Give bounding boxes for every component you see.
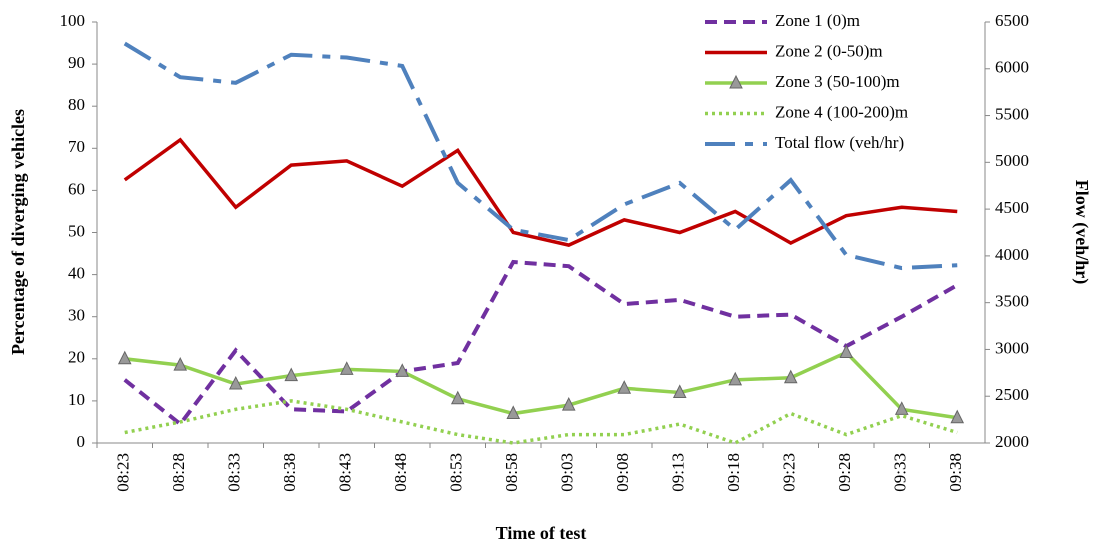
- y-tick-label: 10: [68, 390, 85, 409]
- point-marker: [950, 409, 965, 424]
- y-tick-label: 60: [68, 179, 85, 198]
- x-tick-label: 08:33: [225, 453, 244, 492]
- x-tick-label: 08:58: [502, 453, 521, 492]
- y2-axis-title: Flow (veh/hr): [1071, 180, 1092, 284]
- y-tick-label: 100: [60, 11, 86, 30]
- y2-tick-label: 4500: [995, 198, 1029, 217]
- x-tick-label: 09:33: [891, 453, 910, 492]
- y-tick-label: 90: [68, 53, 85, 72]
- y-axis-title: Percentage of diverging vehicles: [8, 109, 28, 355]
- x-tick-label: 09:18: [724, 453, 743, 492]
- point-marker: [117, 350, 132, 365]
- y2-tick-label: 2000: [995, 432, 1029, 451]
- x-tick-label: 09:23: [780, 453, 799, 492]
- series-line: [123, 41, 958, 271]
- y2-tick-label: 2500: [995, 385, 1029, 404]
- point-marker: [284, 367, 299, 382]
- point-marker: [617, 380, 632, 394]
- point-marker: [506, 405, 521, 420]
- series-line: [123, 137, 958, 247]
- y-tick-label: 40: [68, 264, 85, 283]
- y2-tick-label: 6500: [995, 11, 1029, 30]
- point-marker: [839, 344, 854, 358]
- x-tick-label: 08:48: [391, 453, 410, 492]
- x-tick-label: 09:13: [669, 453, 688, 492]
- point-marker: [894, 401, 909, 415]
- y-tick-label: 30: [68, 306, 85, 325]
- point-marker: [672, 384, 687, 398]
- y2-tick-label: 4000: [995, 245, 1029, 264]
- y-tick-label: 50: [68, 221, 85, 240]
- y-tick-label: 0: [77, 432, 86, 451]
- legend-label: Total flow (veh/hr): [775, 133, 904, 152]
- y2-tick-label: 3000: [995, 338, 1029, 357]
- y2-tick-label: 5500: [995, 104, 1029, 123]
- y-tick-label: 70: [68, 137, 85, 156]
- series-line: [123, 259, 959, 427]
- legend-label: Zone 1 (0)m: [775, 11, 860, 30]
- point-marker: [728, 371, 743, 386]
- point-marker: [783, 369, 798, 384]
- point-marker: [339, 361, 354, 375]
- point-marker: [561, 396, 576, 411]
- y2-tick-label: 6000: [995, 58, 1029, 77]
- x-tick-label: 09:03: [558, 453, 577, 492]
- series-line: [124, 350, 958, 420]
- legend-label: Zone 2 (0-50)m: [775, 41, 883, 60]
- x-tick-label: 09:38: [946, 453, 965, 492]
- legend-label: Zone 3 (50-100)m: [775, 72, 900, 91]
- x-tick-label: 08:23: [114, 453, 133, 492]
- x-tick-label: 08:28: [169, 453, 188, 492]
- series-line: [124, 399, 958, 445]
- point-marker: [173, 356, 188, 371]
- y-tick-label: 80: [68, 95, 85, 114]
- y2-tick-label: 5000: [995, 151, 1029, 170]
- legend-marker: [729, 74, 743, 89]
- point-marker: [450, 390, 465, 405]
- y-tick-label: 20: [68, 348, 85, 367]
- legend-label: Zone 4 (100-200)m: [775, 102, 908, 121]
- x-axis-title: Time of test: [496, 523, 587, 543]
- point-marker: [228, 375, 243, 390]
- y2-tick-label: 3500: [995, 292, 1029, 311]
- x-tick-label: 08:43: [336, 453, 355, 492]
- point-marker: [395, 363, 410, 377]
- x-tick-label: 09:28: [835, 453, 854, 492]
- x-tick-label: 09:08: [613, 453, 632, 492]
- x-tick-label: 08:38: [280, 453, 299, 492]
- x-tick-label: 08:53: [447, 453, 466, 492]
